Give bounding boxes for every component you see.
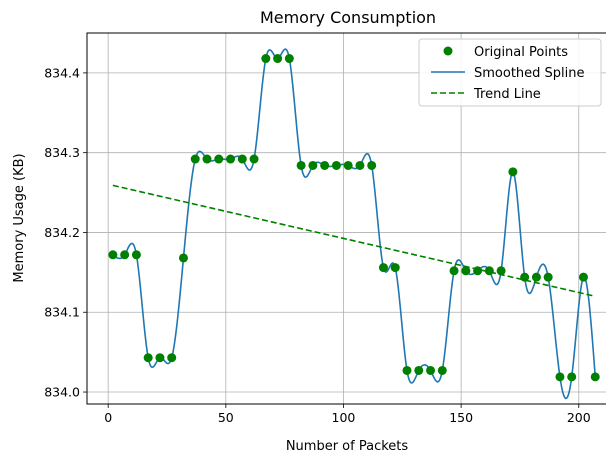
original-point bbox=[520, 272, 530, 282]
legend: Original Points Smoothed Spline Trend Li… bbox=[418, 38, 602, 107]
y-axis-label: Memory Usage (KB) bbox=[12, 153, 27, 282]
original-point bbox=[414, 365, 424, 375]
original-point bbox=[331, 160, 341, 170]
original-point bbox=[378, 263, 388, 273]
y-tick-label: 834.0 bbox=[44, 385, 80, 400]
original-point bbox=[449, 266, 459, 276]
legend-marker-original-points bbox=[443, 46, 453, 56]
trend-line bbox=[112, 184, 596, 298]
original-point bbox=[567, 372, 577, 382]
original-point bbox=[367, 160, 377, 170]
y-tick-label: 834.1 bbox=[44, 305, 80, 320]
y-tick-label: 834.3 bbox=[44, 145, 80, 160]
plot-area bbox=[108, 48, 600, 400]
original-point bbox=[178, 253, 188, 263]
y-tick-label: 834.2 bbox=[44, 225, 80, 240]
original-point bbox=[426, 365, 436, 375]
original-point bbox=[143, 353, 153, 363]
original-point bbox=[555, 372, 565, 382]
original-point bbox=[237, 154, 247, 164]
x-axis-label: Number of Packets bbox=[286, 439, 409, 454]
legend-label-original-points: Original Points bbox=[474, 45, 568, 60]
original-point bbox=[155, 353, 165, 363]
original-point bbox=[437, 365, 447, 375]
original-point bbox=[473, 266, 483, 276]
legend-label-smoothed-spline: Smoothed Spline bbox=[474, 66, 585, 81]
original-point bbox=[461, 266, 471, 276]
x-tick-label: 150 bbox=[449, 410, 473, 425]
original-point bbox=[496, 266, 506, 276]
original-point bbox=[402, 365, 412, 375]
x-tick-label: 50 bbox=[218, 410, 234, 425]
original-point bbox=[202, 154, 212, 164]
chart-title: Memory Consumption bbox=[260, 8, 436, 27]
original-point bbox=[284, 54, 294, 64]
original-point bbox=[273, 54, 283, 64]
original-point bbox=[120, 250, 130, 260]
original-point bbox=[261, 54, 271, 64]
original-point bbox=[249, 154, 259, 164]
original-point bbox=[190, 154, 200, 164]
original-point bbox=[296, 160, 306, 170]
original-point bbox=[108, 250, 118, 260]
original-point bbox=[390, 263, 400, 273]
legend-label-trend-line: Trend Line bbox=[473, 87, 541, 102]
original-point bbox=[590, 372, 600, 382]
original-point bbox=[131, 250, 141, 260]
original-point bbox=[578, 272, 588, 282]
original-point bbox=[508, 167, 518, 177]
original-point bbox=[531, 272, 541, 282]
original-point bbox=[343, 160, 353, 170]
original-point bbox=[320, 160, 330, 170]
y-tick-label: 834.4 bbox=[44, 65, 80, 80]
x-tick-label: 200 bbox=[567, 410, 591, 425]
original-point bbox=[226, 154, 236, 164]
x-tick-label: 0 bbox=[104, 410, 112, 425]
plot-frame bbox=[86, 32, 606, 405]
original-point bbox=[167, 353, 177, 363]
original-point bbox=[484, 266, 494, 276]
original-point bbox=[214, 154, 224, 164]
smoothed-spline-line bbox=[112, 48, 597, 400]
original-point bbox=[355, 160, 365, 170]
original-point bbox=[543, 272, 553, 282]
x-tick-label: 100 bbox=[332, 410, 356, 425]
legend-box bbox=[418, 38, 602, 107]
original-point bbox=[308, 160, 318, 170]
axes: 0 50 100 150 200 834.0 834.1 834.2 834.3 834.4 bbox=[44, 65, 591, 425]
